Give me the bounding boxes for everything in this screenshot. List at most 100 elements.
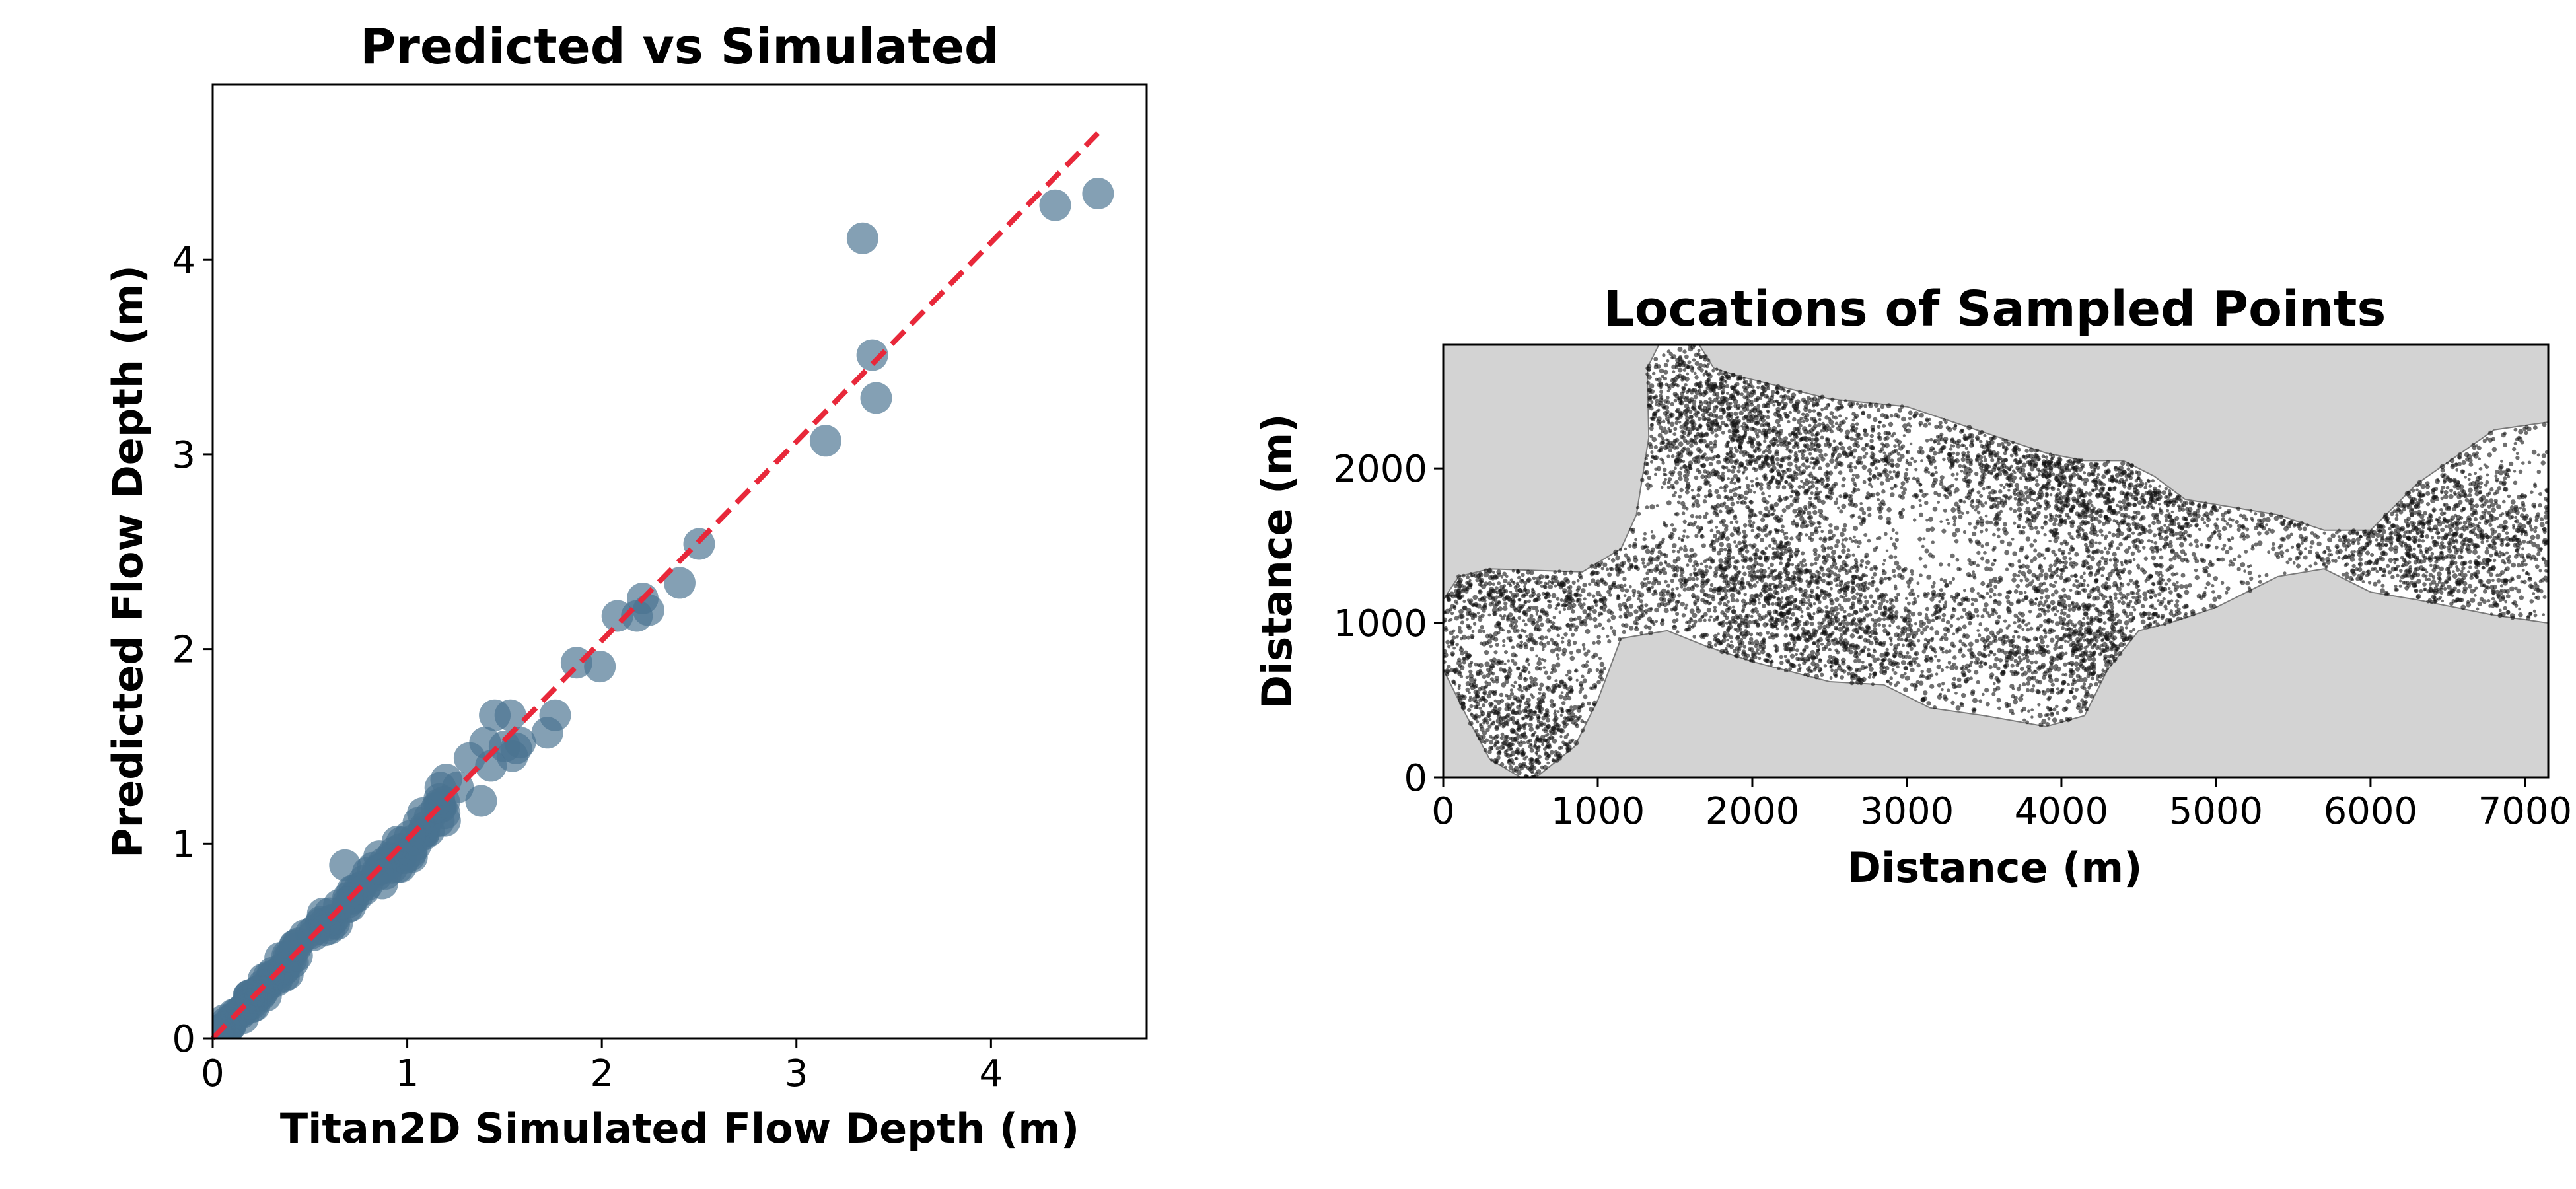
sample-point xyxy=(1814,674,1820,680)
sample-point xyxy=(2043,635,2048,639)
sample-point xyxy=(1826,546,1830,550)
sample-point xyxy=(1517,616,1521,620)
sample-point xyxy=(1493,650,1498,655)
sample-point xyxy=(2195,544,2200,548)
sample-point xyxy=(2457,554,2463,560)
sample-point xyxy=(1764,449,1768,452)
sample-point xyxy=(1629,585,1632,589)
sample-point xyxy=(1947,456,1952,461)
sample-point xyxy=(1646,454,1649,458)
sample-point xyxy=(1822,555,1826,559)
sample-point xyxy=(1851,474,1855,477)
sample-point xyxy=(1863,637,1868,643)
sample-point xyxy=(2097,519,2102,524)
sample-point xyxy=(2494,501,2498,505)
sample-point xyxy=(1621,560,1626,565)
sample-point xyxy=(2164,530,2168,534)
sample-point xyxy=(2098,487,2104,493)
sample-point xyxy=(2017,619,2021,623)
sample-point xyxy=(1885,549,1889,552)
sample-point xyxy=(1698,470,1702,475)
sample-point xyxy=(1622,577,1627,581)
sample-point xyxy=(1925,613,1928,617)
sample-point xyxy=(1857,545,1861,548)
sample-point xyxy=(1837,568,1842,573)
sample-point xyxy=(1548,584,1553,589)
sample-point xyxy=(1949,616,1954,620)
sample-point xyxy=(1573,740,1579,746)
sample-point xyxy=(1700,584,1705,589)
sample-point xyxy=(2122,504,2128,510)
sample-point xyxy=(1673,466,1677,470)
sample-point xyxy=(1906,633,1911,639)
sample-point xyxy=(1733,481,1736,485)
sample-point xyxy=(1559,735,1563,739)
sample-point xyxy=(1563,721,1566,725)
sample-point xyxy=(1840,633,1843,637)
sample-point xyxy=(2126,462,2131,467)
sample-point xyxy=(2419,550,2423,555)
sample-point xyxy=(1569,655,1575,661)
sample-point xyxy=(1989,521,1993,525)
sample-point xyxy=(1873,610,1878,615)
sample-point xyxy=(2011,441,2015,445)
sample-point xyxy=(1602,667,1606,670)
sample-point xyxy=(2455,565,2458,569)
sample-point xyxy=(2358,562,2361,566)
sample-point xyxy=(1649,504,1655,510)
sample-point xyxy=(1495,679,1499,684)
sample-point xyxy=(1989,675,1994,680)
sample-point xyxy=(2516,588,2522,594)
sample-point xyxy=(2350,550,2354,554)
sample-point xyxy=(2482,558,2487,563)
sample-point xyxy=(1616,584,1622,589)
sample-point xyxy=(1927,422,1932,426)
sample-point xyxy=(2159,555,2164,560)
sample-point xyxy=(2009,639,2014,644)
sample-point xyxy=(1533,740,1538,744)
sample-point xyxy=(2503,487,2509,492)
sample-point xyxy=(2270,528,2275,534)
sample-point xyxy=(1900,615,1904,619)
sample-point xyxy=(1632,594,1635,598)
sample-point xyxy=(2437,576,2441,581)
sample-point xyxy=(2043,572,2049,578)
sample-point xyxy=(2118,531,2124,536)
sample-point xyxy=(1842,544,1846,549)
sample-point xyxy=(2394,524,2400,530)
sample-point xyxy=(2439,585,2444,589)
sample-point xyxy=(2151,555,2157,561)
sample-point xyxy=(1482,629,1486,633)
sample-point xyxy=(1831,415,1835,419)
sample-point xyxy=(1538,614,1542,619)
sample-point xyxy=(2528,583,2534,589)
sample-point xyxy=(1503,614,1507,618)
sample-point xyxy=(1465,617,1469,621)
sample-point xyxy=(2377,579,2381,584)
sample-point xyxy=(1684,553,1689,558)
sample-point xyxy=(2111,532,2116,538)
sample-point xyxy=(2114,480,2118,484)
sample-point xyxy=(1725,384,1730,388)
sample-point xyxy=(1983,433,1987,438)
sample-point xyxy=(1892,542,1897,547)
sample-point xyxy=(1788,398,1794,404)
sample-point xyxy=(1968,641,1974,647)
sample-point xyxy=(2421,554,2426,558)
sample-point xyxy=(1954,527,1960,533)
sample-point xyxy=(2153,593,2158,598)
sample-point xyxy=(1789,600,1793,604)
sample-point xyxy=(2096,473,2100,476)
sample-point xyxy=(1894,560,1900,566)
sample-point xyxy=(2075,530,2080,534)
sample-point xyxy=(1596,639,1601,645)
sample-point xyxy=(1534,666,1540,671)
sample-point xyxy=(1778,495,1781,499)
sample-point xyxy=(1971,707,1976,712)
sample-point xyxy=(1724,505,1729,510)
sample-point xyxy=(1857,487,1861,492)
sample-point xyxy=(1678,495,1682,499)
sample-point xyxy=(1907,601,1911,606)
sample-point xyxy=(2424,577,2428,581)
sample-point xyxy=(2225,591,2229,594)
